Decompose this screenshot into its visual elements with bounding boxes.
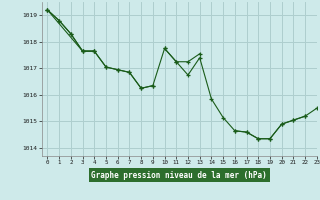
X-axis label: Graphe pression niveau de la mer (hPa): Graphe pression niveau de la mer (hPa) xyxy=(91,171,267,180)
